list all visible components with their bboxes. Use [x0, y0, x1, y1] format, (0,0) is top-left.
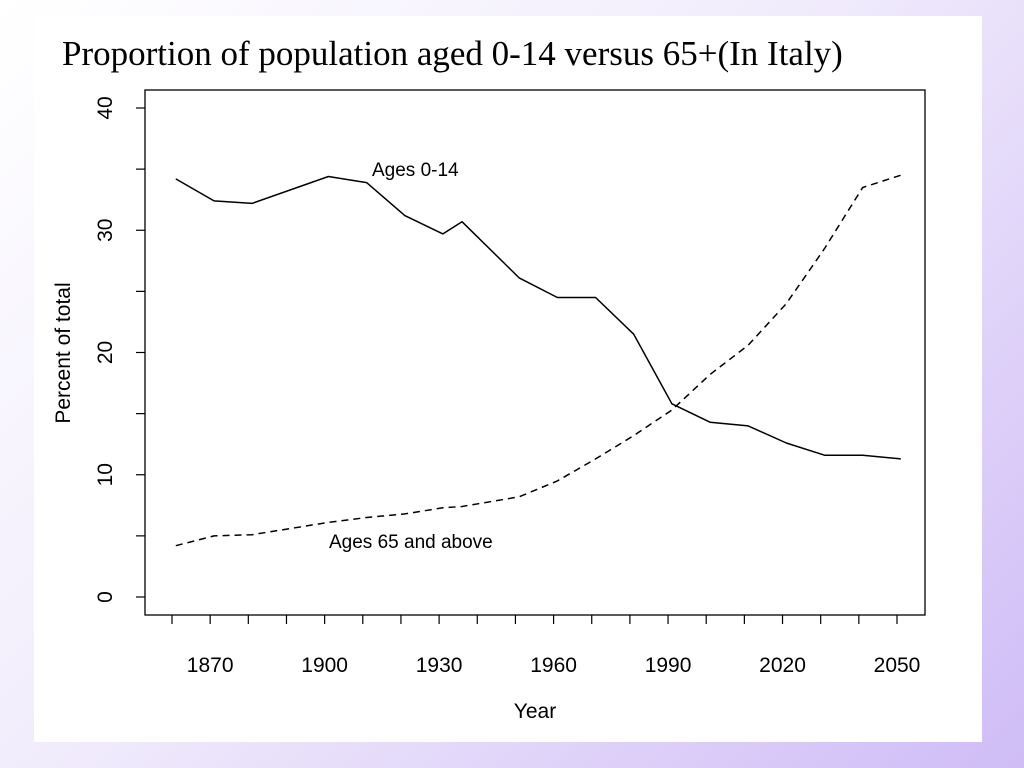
- x-tick-label: 1990: [645, 654, 692, 677]
- x-tick-label: 1930: [416, 654, 463, 677]
- x-tick-label: 1960: [530, 654, 577, 677]
- series-label-ages-65-and-above: Ages 65 and above: [329, 532, 493, 553]
- x-tick-label: 2050: [874, 654, 921, 677]
- series-line-ages-0-14: [175, 175, 901, 460]
- x-tick-label: 1870: [187, 654, 234, 677]
- y-tick-label: 30: [94, 219, 117, 242]
- y-tick-label: 10: [94, 463, 117, 486]
- slide-title: Proportion of population aged 0-14 versu…: [62, 34, 843, 73]
- x-axis: 1870 1900 1930 1960 1990 2020 2050: [171, 615, 921, 677]
- slide: Proportion of population aged 0-14 versu…: [34, 16, 982, 742]
- x-tick-label: 1900: [301, 654, 348, 677]
- y-tick-label: 40: [94, 96, 117, 119]
- x-tick-label: 2020: [759, 654, 806, 677]
- x-axis-label: Year: [514, 700, 556, 723]
- plot-frame: [144, 89, 926, 616]
- series-layer: [175, 174, 902, 547]
- series-line-ages-65-and-above: [175, 174, 902, 547]
- y-axis-label: Percent of total: [52, 282, 75, 423]
- y-tick-label: 0: [94, 591, 117, 603]
- series-label-ages-0-14: Ages 0-14: [372, 160, 459, 181]
- y-axis: 0 10 20 30 40: [94, 96, 145, 603]
- y-tick-label: 20: [94, 341, 117, 364]
